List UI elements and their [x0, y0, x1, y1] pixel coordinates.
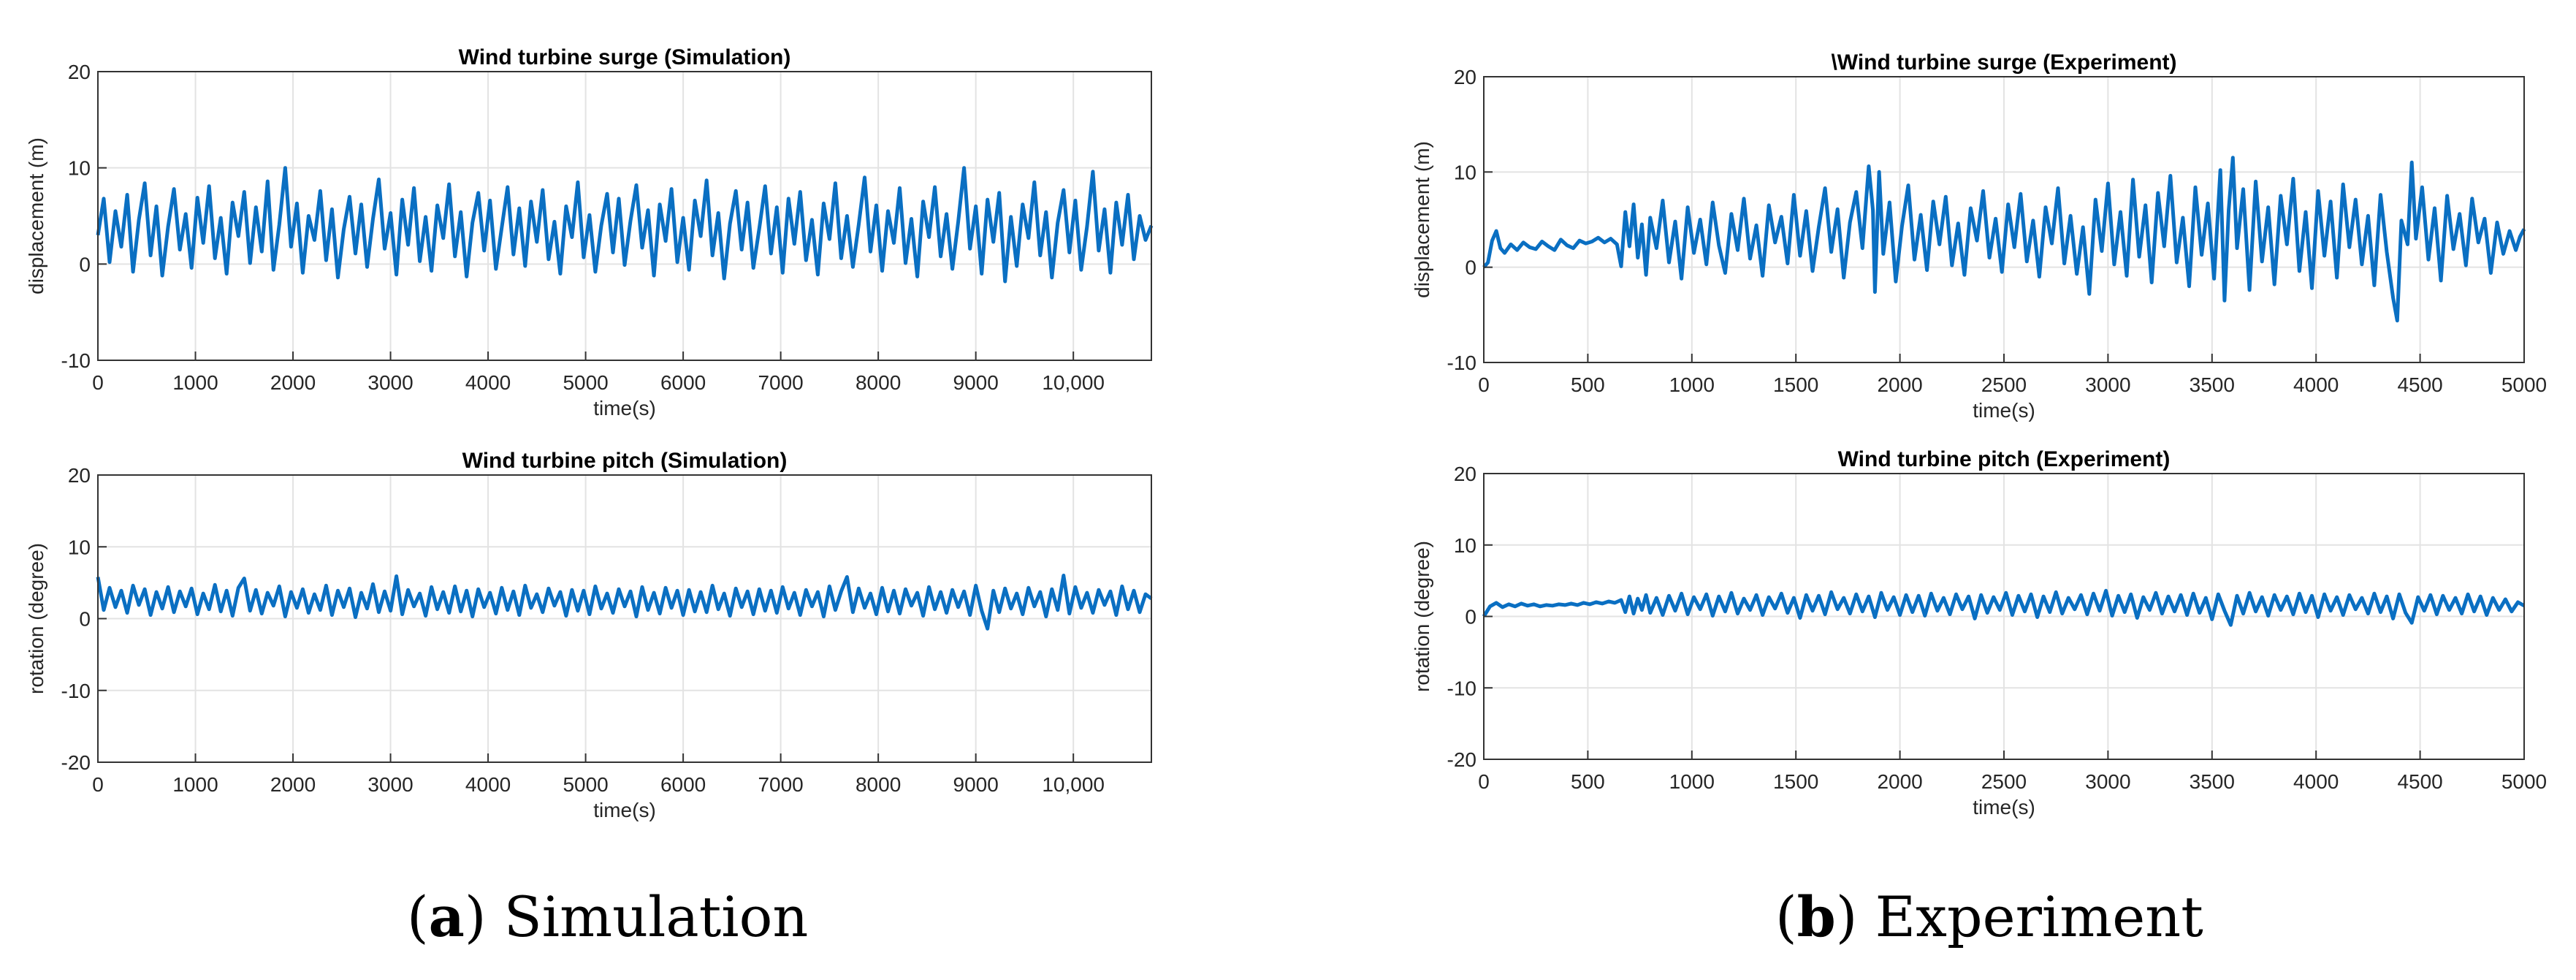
y-tick-label: 20: [1454, 66, 1476, 88]
x-tick-label: 5000: [563, 371, 608, 394]
x-tick-label: 2500: [1981, 373, 2027, 396]
x-tick-label: 5000: [2501, 373, 2547, 396]
x-tick-label: 8000: [856, 773, 901, 796]
y-tick-label: 20: [68, 61, 91, 83]
x-tick-label: 2000: [1877, 373, 1922, 396]
series-line: [1482, 588, 2526, 627]
y-tick-label: -10: [61, 349, 91, 372]
x-axis-label: time(s): [593, 397, 656, 419]
x-tick-label: 7000: [758, 773, 803, 796]
chart-title: Wind turbine pitch (Experiment): [1838, 447, 2171, 471]
y-tick-label: 10: [1454, 161, 1476, 183]
x-tick-label: 8000: [856, 371, 901, 394]
x-axis-label: time(s): [1973, 796, 2035, 818]
x-axis-label: time(s): [593, 799, 656, 821]
series-line: [1482, 156, 2526, 323]
x-tick-label: 2000: [270, 773, 316, 796]
x-tick-label: 0: [92, 773, 104, 796]
y-tick-label: 10: [68, 536, 91, 558]
x-tick-label: 0: [1478, 770, 1490, 793]
x-tick-label: 7000: [758, 371, 803, 394]
series-line: [96, 574, 1153, 631]
y-tick-label: -10: [1447, 352, 1476, 374]
x-tick-label: 4000: [465, 773, 511, 796]
x-tick-label: 10,000: [1042, 371, 1105, 394]
x-tick-label: 3000: [367, 371, 413, 394]
series-line: [96, 166, 1154, 284]
y-tick-label: -10: [1447, 677, 1476, 699]
chart-title: Wind turbine surge (Simulation): [459, 45, 791, 69]
y-tick-label: 10: [1454, 534, 1476, 557]
x-tick-label: 4500: [2397, 770, 2442, 793]
x-tick-label: 3000: [367, 773, 413, 796]
x-tick-label: 3000: [2085, 770, 2130, 793]
caption-a: (a) Simulation: [407, 884, 809, 949]
x-tick-label: 1000: [172, 773, 218, 796]
caption-a-letter: a: [428, 884, 465, 949]
caption-a-text: Simulation: [503, 884, 809, 949]
y-tick-label: 10: [68, 157, 91, 180]
sim-surge-chart: 0 1000 2000 3000 4000 5000 6000 7000 8000 9000 10,…: [25, 45, 1154, 419]
caption-b-letter: b: [1796, 884, 1836, 949]
x-tick-label: 1000: [1669, 373, 1715, 396]
y-axis-label: displacement (m): [1411, 141, 1433, 298]
x-tick-label: 0: [92, 371, 104, 394]
x-tick-label: 4000: [2293, 770, 2339, 793]
x-tick-label: 3000: [2085, 373, 2130, 396]
y-axis-label: rotation (degree): [25, 543, 47, 694]
x-tick-label: 1500: [1773, 373, 1818, 396]
x-tick-label: 500: [1571, 770, 1605, 793]
x-tick-label: 5000: [563, 773, 608, 796]
y-tick-label: 0: [79, 253, 91, 276]
x-axis-label: time(s): [1973, 399, 2035, 422]
y-axis-label: displacement (m): [25, 137, 47, 295]
x-tick-label: 4000: [465, 371, 511, 394]
y-tick-label: -20: [61, 751, 91, 774]
caption-b-text: Experiment: [1875, 884, 2203, 949]
y-tick-label: -10: [61, 680, 91, 702]
x-tick-label: 6000: [660, 773, 706, 796]
x-tick-label: 2000: [1877, 770, 1922, 793]
x-tick-label: 5000: [2501, 770, 2547, 793]
x-tick-label: 1000: [172, 371, 218, 394]
x-tick-label: 0: [1478, 373, 1490, 396]
exp-pitch-chart: 0 500 1000 1500 2000 2500 3000 3500 4000 4500 5000…: [1411, 447, 2547, 818]
x-tick-label: 3500: [2190, 373, 2235, 396]
x-tick-label: 4500: [2397, 373, 2442, 396]
x-tick-label: 10,000: [1042, 773, 1105, 796]
axes-box: [97, 71, 1152, 361]
y-tick-label: 0: [1465, 606, 1476, 628]
caption-b: (b) Experiment: [1775, 884, 2203, 949]
y-tick-label: 0: [1465, 257, 1476, 279]
x-tick-label: 6000: [660, 371, 706, 394]
x-tick-label: 1500: [1773, 770, 1818, 793]
y-tick-label: 20: [68, 464, 91, 487]
x-tick-label: 4000: [2293, 373, 2339, 396]
x-tick-label: 1000: [1669, 770, 1715, 793]
x-tick-label: 2000: [270, 371, 316, 394]
sim-pitch-chart: 0 1000 2000 3000 4000 5000 6000 7000 8000 9000 10,…: [25, 449, 1153, 821]
x-tick-label: 3500: [2190, 770, 2235, 793]
x-tick-label: 2500: [1981, 770, 2027, 793]
x-tick-label: 9000: [953, 371, 999, 394]
x-tick-label: 500: [1571, 373, 1605, 396]
x-tick-label: 9000: [953, 773, 999, 796]
y-axis-label: rotation (degree): [1411, 541, 1433, 692]
exp-surge-chart: 0 500 1000 1500 2000 2500 3000 3500 4000 4500 5000…: [1411, 50, 2547, 422]
chart-title: \Wind turbine surge (Experiment): [1831, 50, 2176, 75]
y-tick-label: 0: [79, 608, 91, 631]
chart-title: Wind turbine pitch (Simulation): [462, 449, 788, 473]
y-tick-label: 20: [1454, 463, 1476, 485]
y-tick-label: -20: [1447, 748, 1476, 771]
